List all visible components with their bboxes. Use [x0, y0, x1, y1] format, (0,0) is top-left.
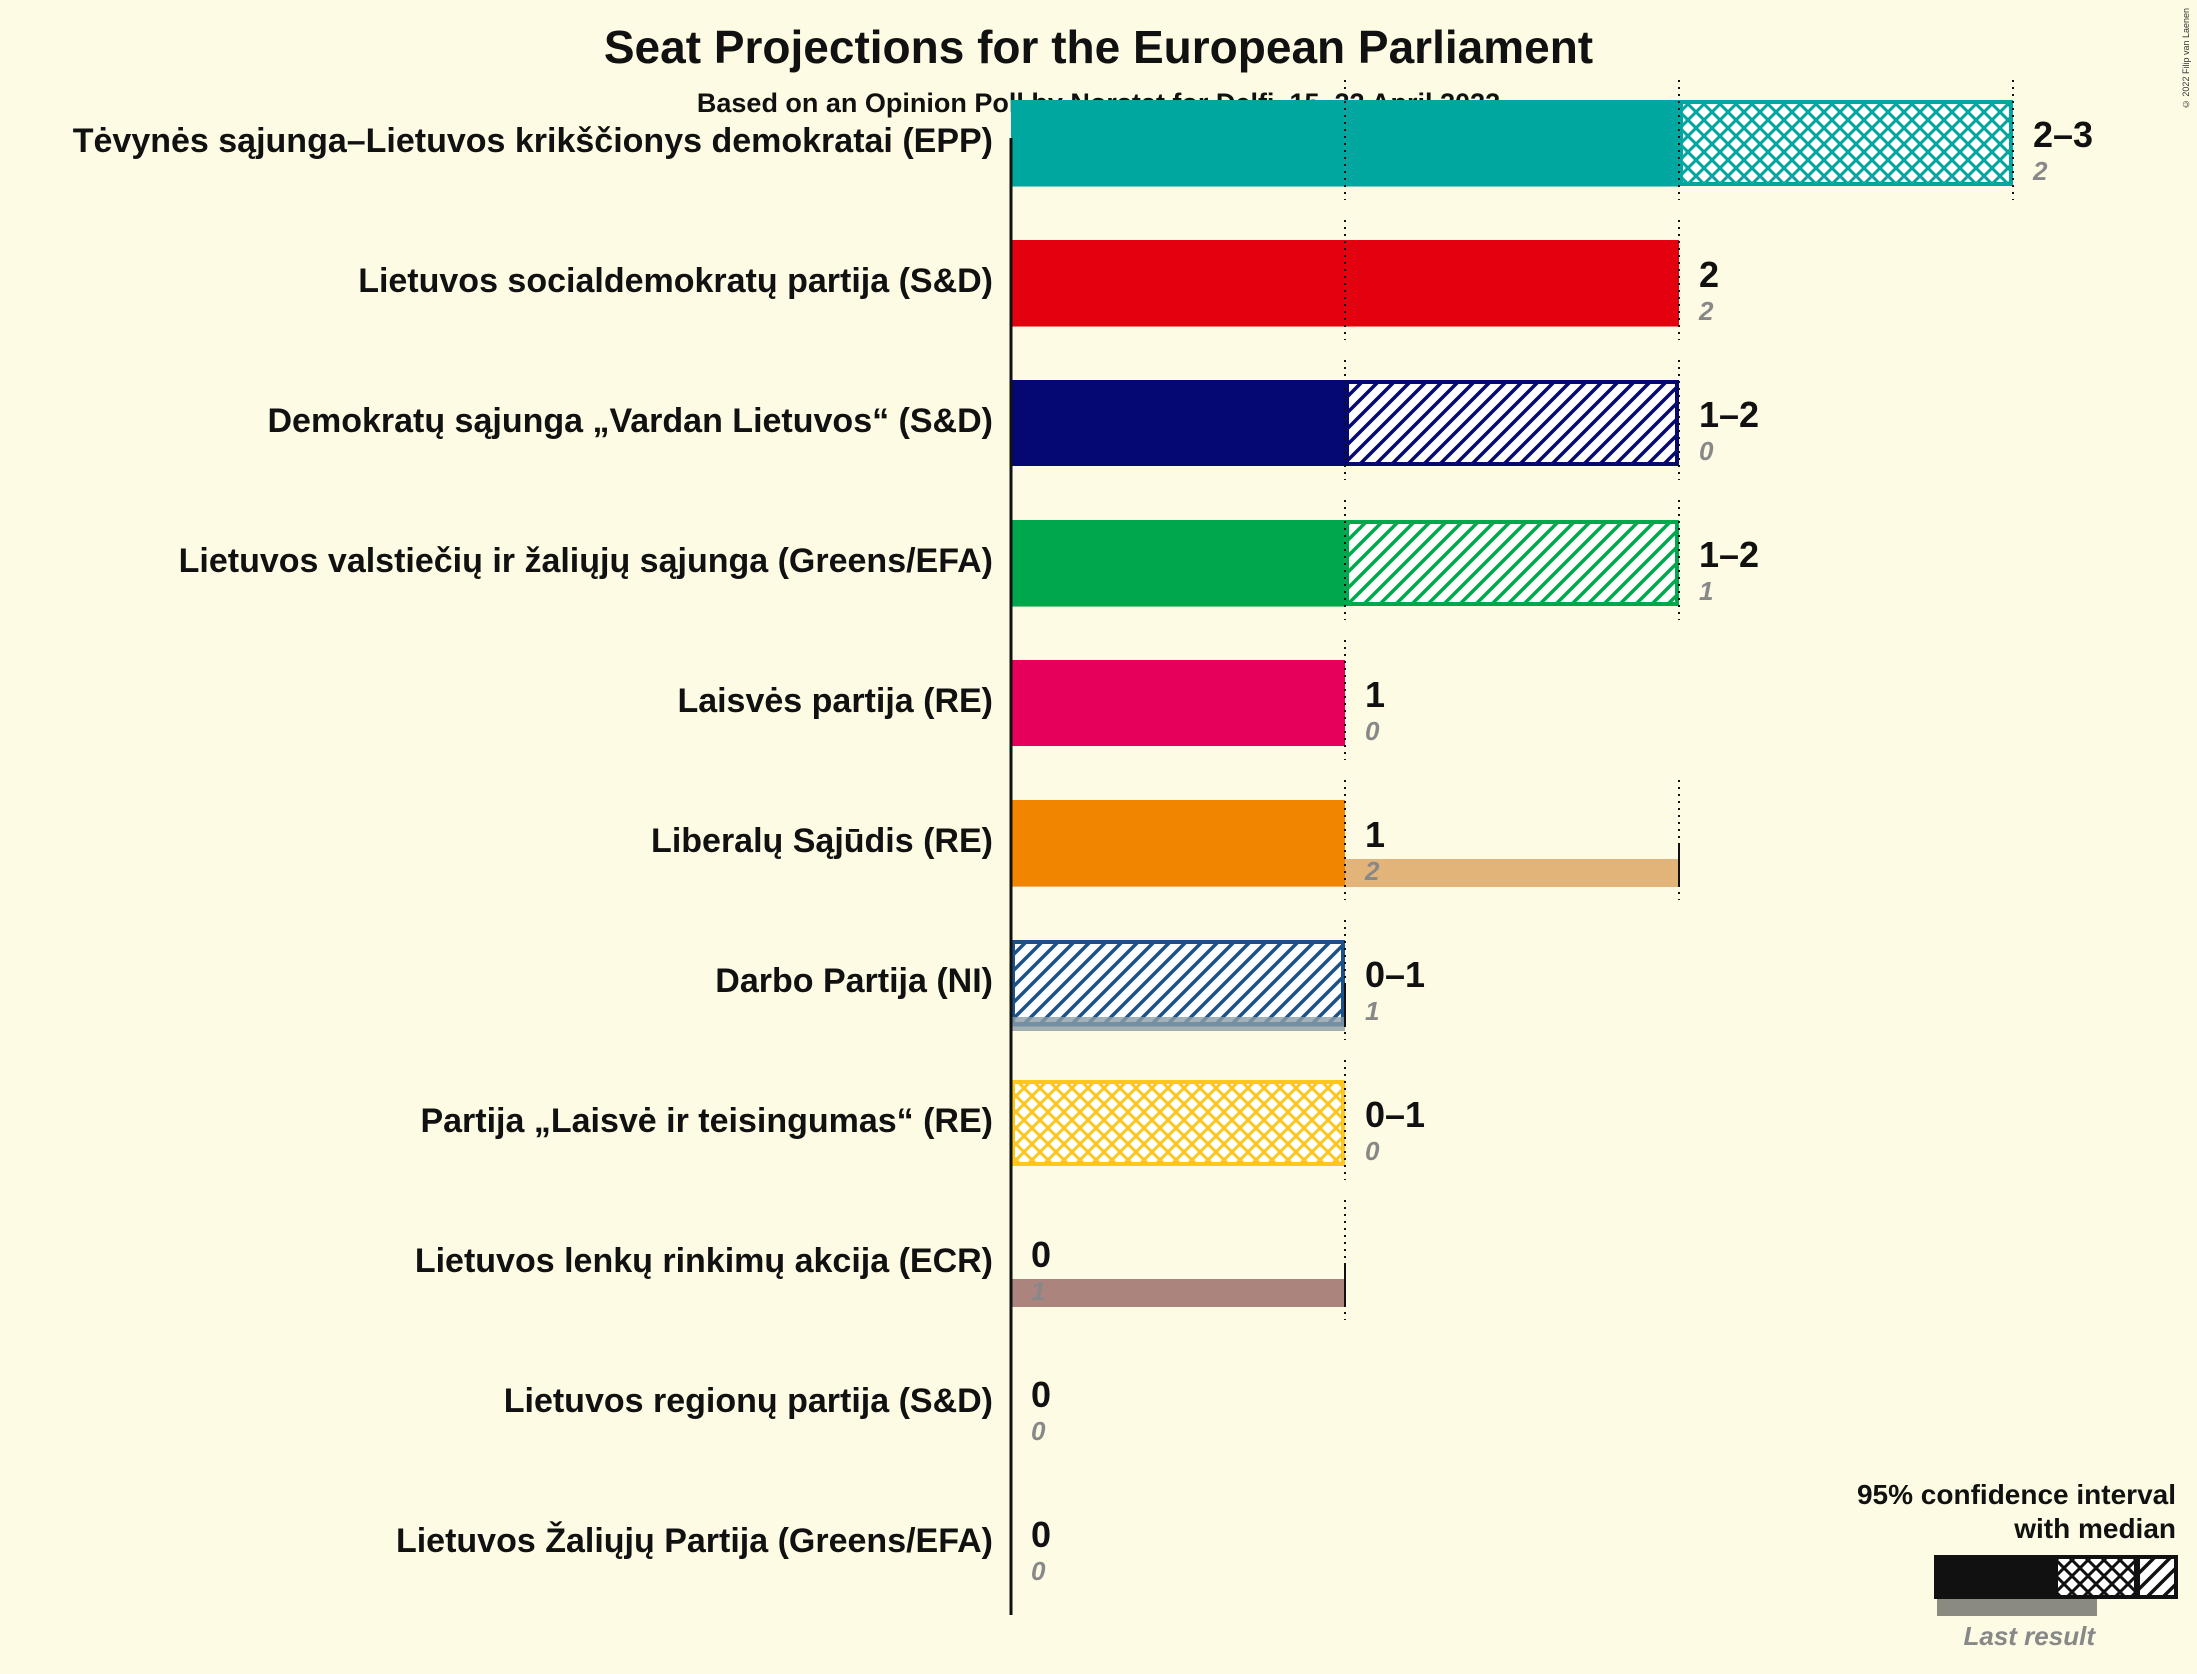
last-result-label: 2	[1364, 856, 1380, 886]
party-label: Lietuvos socialdemokratų partija (S&D)	[358, 262, 993, 300]
last-result-label: 2	[1698, 296, 1714, 326]
range-label: 1–2	[1699, 394, 1759, 435]
range-label: 1–2	[1699, 534, 1759, 575]
party-row: Demokratų sąjunga „Vardan Lietuvos“ (S&D…	[268, 360, 1760, 480]
last-result-label: 0	[1699, 436, 1714, 466]
legend-cross-bar	[2056, 1557, 2136, 1597]
range-label: 1	[1365, 674, 1385, 715]
party-row: Darbo Partija (NI) 0–11	[715, 920, 1425, 1040]
party-label: Lietuvos lenkų rinkimų akcija (ECR)	[415, 1242, 993, 1280]
party-row: Lietuvos regionų partija (S&D) 00	[504, 1374, 1051, 1446]
range-label: 0–1	[1365, 1094, 1425, 1135]
range-label: 0–1	[1365, 954, 1425, 995]
range-label: 0	[1031, 1514, 1051, 1555]
legend-last-result-label: Last result	[1964, 1621, 2097, 1651]
legend-solid-bar	[1934, 1555, 2056, 1599]
ci-solid-bar	[1011, 800, 1345, 886]
party-row: Tėvynės sąjunga–Lietuvos krikščionys dem…	[73, 80, 2093, 200]
party-row: Liberalų Sąjūdis (RE) 12	[651, 780, 1679, 900]
party-label: Lietuvos regionų partija (S&D)	[504, 1382, 993, 1420]
legend-title-line1: 95% confidence interval	[1857, 1479, 2176, 1510]
party-row: Partija „Laisvė ir teisingumas“ (RE) 0–10	[420, 1060, 1425, 1180]
last-result-label: 1	[1031, 1276, 1045, 1306]
ci-solid-bar	[1011, 520, 1345, 606]
legend-title-line2: with median	[2013, 1513, 2176, 1544]
range-label: 2–3	[2033, 114, 2093, 155]
range-label: 2	[1699, 254, 1719, 295]
last-result-label: 0	[1031, 1416, 1046, 1446]
chart-rows: Tėvynės sąjunga–Lietuvos krikščionys dem…	[73, 80, 2093, 1615]
party-row: Lietuvos valstiečių ir žaliųjų sąjunga (…	[179, 500, 1759, 620]
last-result-label: 0	[1365, 716, 1380, 746]
party-label: Darbo Partija (NI)	[715, 962, 993, 1000]
party-label: Demokratų sąjunga „Vardan Lietuvos“ (S&D…	[268, 402, 994, 440]
range-label: 0	[1031, 1374, 1051, 1415]
party-row: Lietuvos Žaliųjų Partija (Greens/EFA) 00	[396, 1514, 1051, 1586]
range-label: 1	[1365, 814, 1385, 855]
party-row: Lietuvos lenkų rinkimų akcija (ECR) 01	[415, 1200, 1345, 1320]
last-result-overlay	[1011, 1017, 1345, 1031]
last-result-label: 1	[1699, 576, 1713, 606]
ci-solid-bar	[1011, 660, 1345, 746]
party-row: Lietuvos socialdemokratų partija (S&D) 22	[358, 220, 1719, 340]
party-label: Partija „Laisvė ir teisingumas“ (RE)	[420, 1102, 993, 1140]
last-result-label: 2	[2032, 156, 2048, 186]
last-result-label: 1	[1365, 996, 1379, 1026]
party-label: Laisvės partija (RE)	[677, 682, 993, 720]
ci-hatched-bar	[1013, 942, 1343, 1024]
legend-diag-bar	[2138, 1557, 2176, 1597]
ci-hatched-bar	[1013, 1082, 1343, 1164]
party-label: Lietuvos Žaliųjų Partija (Greens/EFA)	[396, 1522, 993, 1560]
party-label: Liberalų Sąjūdis (RE)	[651, 822, 993, 860]
last-result-label: 0	[1031, 1556, 1046, 1586]
ci-solid-bar	[1011, 380, 1345, 466]
ci-hatched-bar	[1681, 102, 2011, 184]
last-result-bar	[1011, 1279, 1345, 1307]
party-label: Tėvynės sąjunga–Lietuvos krikščionys dem…	[73, 122, 993, 160]
party-row: Laisvės partija (RE) 10	[677, 640, 1385, 760]
ci-hatched-bar	[1347, 382, 1677, 464]
ci-hatched-bar	[1347, 522, 1677, 604]
last-result-label: 0	[1365, 1136, 1380, 1166]
range-label: 0	[1031, 1234, 1051, 1275]
party-label: Lietuvos valstiečių ir žaliųjų sąjunga (…	[179, 542, 993, 580]
